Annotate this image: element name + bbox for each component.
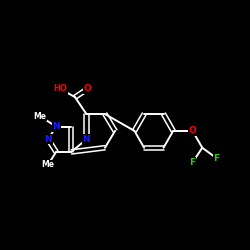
Text: F: F [190, 158, 196, 167]
Text: O: O [189, 126, 196, 136]
Text: O: O [84, 84, 92, 93]
Text: N: N [44, 135, 52, 144]
Text: F: F [214, 154, 220, 163]
Text: Me: Me [42, 160, 54, 169]
Text: Me: Me [34, 112, 46, 121]
Text: N: N [82, 135, 90, 144]
Text: N: N [52, 122, 60, 131]
Text: HO: HO [54, 84, 67, 93]
